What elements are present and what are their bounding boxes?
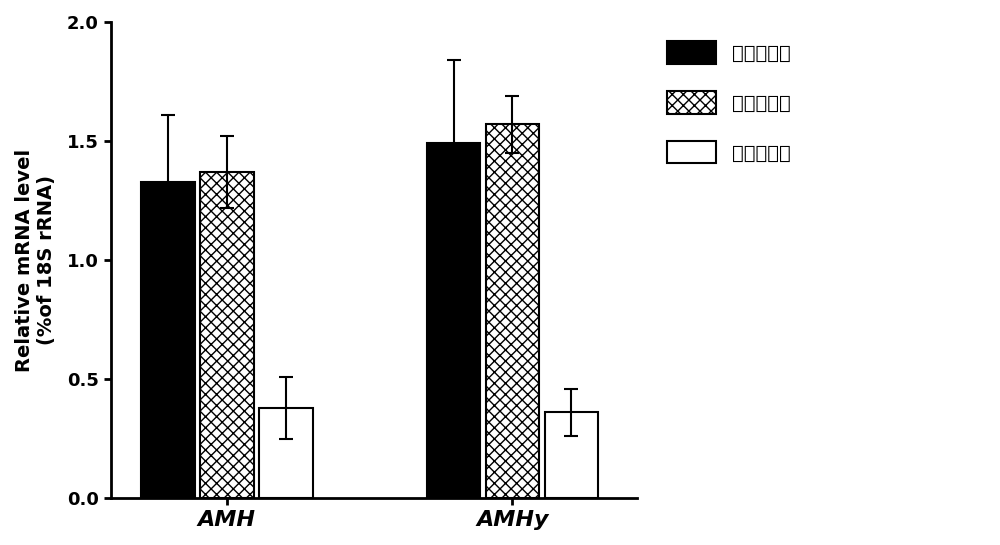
Bar — [486, 124, 539, 498]
Y-axis label: Relative mRNA level
(%of 18S rRNA): Relative mRNA level (%of 18S rRNA) — [15, 149, 56, 372]
Legend: 对照组雄鱼, 阴性对照组, 实验组雄鱼: 对照组雄鱼, 阴性对照组, 实验组雄鱼 — [658, 32, 800, 173]
Bar — [427, 143, 480, 498]
Bar — [200, 172, 254, 498]
Bar — [545, 413, 598, 498]
Bar — [259, 408, 313, 498]
Bar — [141, 181, 195, 498]
